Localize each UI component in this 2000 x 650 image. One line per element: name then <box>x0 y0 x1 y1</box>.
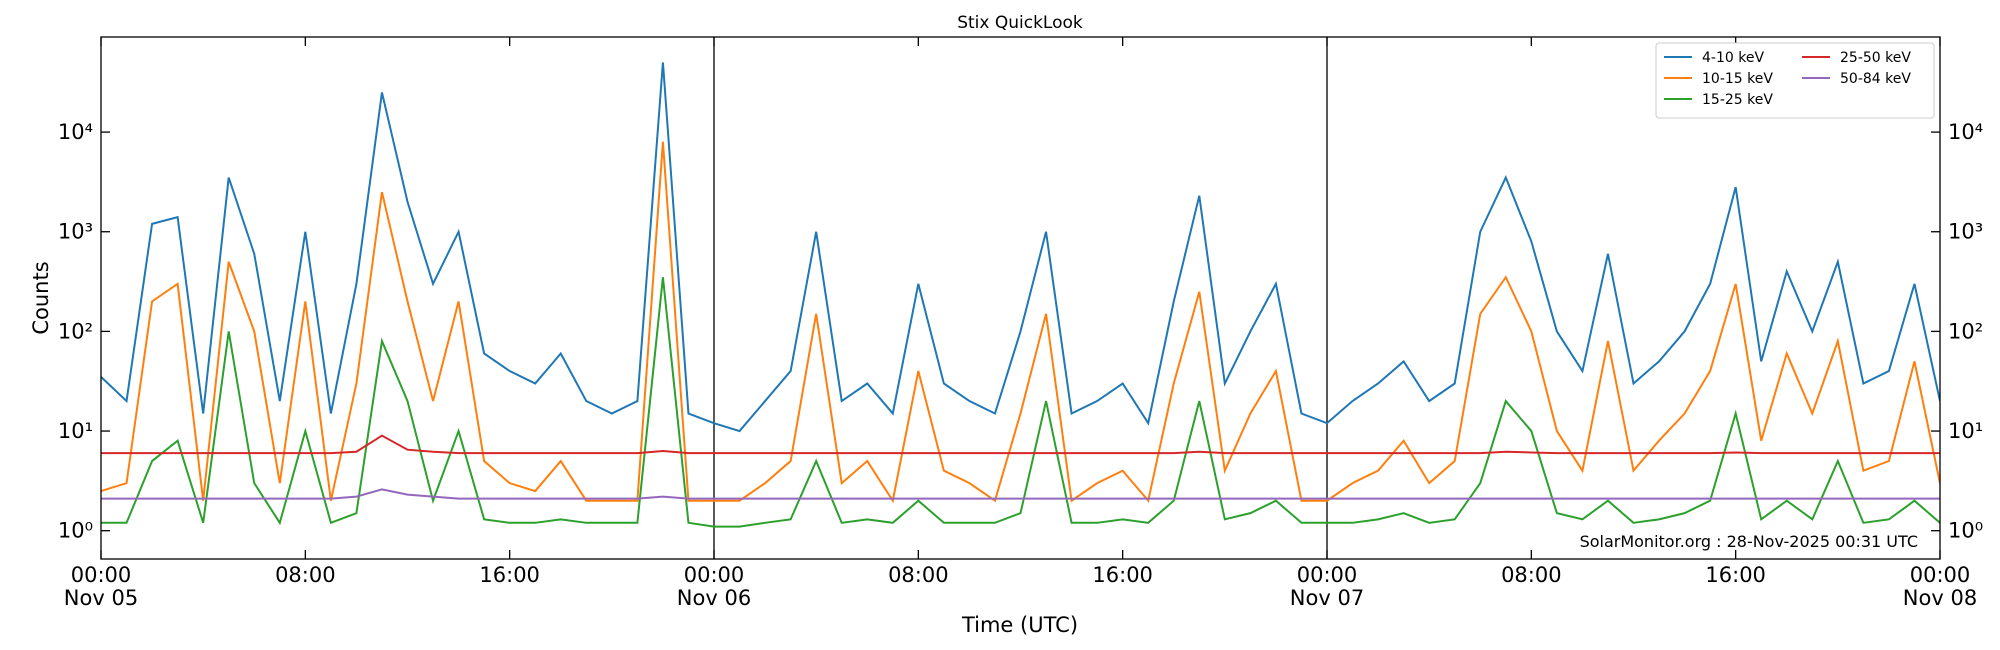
x-tick-label: 16:00 <box>1705 563 1766 587</box>
series-line <box>101 488 1940 500</box>
series-line <box>101 141 1940 504</box>
y-tick-label-right: 10⁴ <box>1948 120 1983 144</box>
legend-label: 50-84 keV <box>1840 71 1911 87</box>
x-tick-label: 08:00 <box>275 563 336 587</box>
x-tick-label: 00:00 Nov 08 <box>1903 563 1977 610</box>
y-tick-label: 10¹ <box>58 419 93 443</box>
series-line <box>101 434 1940 455</box>
y-axis-label: Counts <box>29 261 53 334</box>
y-tick-label-right: 10² <box>1948 319 1983 343</box>
series-line <box>101 277 1940 528</box>
x-tick-label: 16:00 <box>1092 563 1153 587</box>
legend-label: 25-50 keV <box>1840 50 1911 66</box>
annotation: SolarMonitor.org : 28-Nov-2025 00:31 UTC <box>1580 532 1918 551</box>
y-tick-label: 10⁴ <box>58 120 93 144</box>
x-tick-label: 00:00 Nov 07 <box>1290 563 1364 610</box>
legend-label: 10-15 keV <box>1702 71 1773 87</box>
y-tick-label: 10⁰ <box>58 519 93 543</box>
chart-title: Stix QuickLook <box>957 13 1083 33</box>
y-tick-label: 10² <box>58 319 93 343</box>
legend-box <box>1655 42 1935 119</box>
x-tick-label: 08:00 <box>1501 563 1562 587</box>
x-tick-label: 00:00 Nov 06 <box>677 563 751 610</box>
x-axis-label: Time (UTC) <box>961 613 1078 637</box>
x-tick-label: 00:00 Nov 05 <box>64 563 138 610</box>
x-tick-label: 16:00 <box>479 563 540 587</box>
series-line <box>101 62 1940 433</box>
y-tick-label: 10³ <box>58 220 93 244</box>
legend-label: 4-10 keV <box>1702 50 1764 66</box>
y-tick-label-right: 10⁰ <box>1948 519 1983 543</box>
y-tick-label-right: 10¹ <box>1948 419 1983 443</box>
y-tick-label-right: 10³ <box>1948 220 1983 244</box>
x-tick-label: 08:00 <box>888 563 949 587</box>
legend-label: 15-25 keV <box>1702 92 1773 108</box>
plot-frame <box>100 36 1941 560</box>
